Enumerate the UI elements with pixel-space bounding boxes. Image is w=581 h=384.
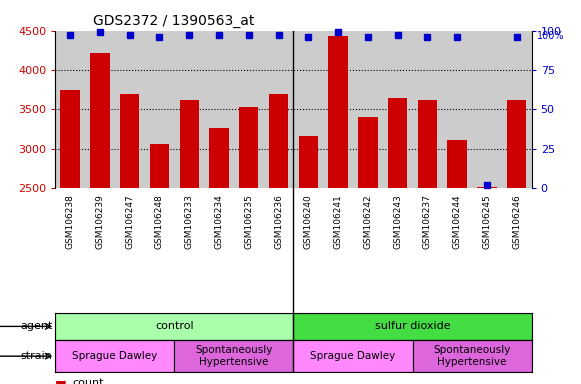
Bar [180,100,199,188]
Text: Spontaneously
Hypertensive: Spontaneously Hypertensive [433,345,511,367]
Bar [150,144,169,188]
Bar [507,100,526,188]
Bar [60,90,80,188]
Text: GSM106236: GSM106236 [274,194,283,249]
Text: GSM106241: GSM106241 [333,194,343,249]
Text: GSM106237: GSM106237 [423,194,432,249]
Bar [120,94,139,188]
Text: GSM106242: GSM106242 [363,194,372,249]
Text: 100%: 100% [537,31,565,41]
Text: Sprague Dawley: Sprague Dawley [310,351,396,361]
Text: control: control [155,321,193,331]
Bar [477,187,497,188]
Text: GSM106243: GSM106243 [393,194,402,249]
Text: agent: agent [20,321,52,331]
Text: GSM106240: GSM106240 [304,194,313,249]
Text: GSM106235: GSM106235 [244,194,253,249]
Bar [239,107,259,188]
Text: GSM106247: GSM106247 [125,194,134,249]
Text: count: count [73,378,104,384]
Bar [299,136,318,188]
Text: strain: strain [20,351,52,361]
Text: Sprague Dawley: Sprague Dawley [72,351,157,361]
Bar [90,53,110,188]
Bar [358,118,378,188]
Text: GSM106233: GSM106233 [185,194,193,249]
Bar [269,94,288,188]
Bar [209,127,229,188]
Text: GSM106245: GSM106245 [482,194,492,249]
Text: Spontaneously
Hypertensive: Spontaneously Hypertensive [195,345,272,367]
Bar [418,100,437,188]
Bar [293,340,413,372]
Text: GSM106248: GSM106248 [155,194,164,249]
Text: GSM106238: GSM106238 [66,194,74,249]
Bar [413,340,532,372]
Bar [55,313,293,340]
Bar [174,340,293,372]
Text: ■: ■ [55,378,67,384]
Bar [388,98,407,188]
Text: GSM106246: GSM106246 [512,194,521,249]
Text: GSM106239: GSM106239 [95,194,105,249]
Text: GSM106234: GSM106234 [214,194,224,249]
Bar [447,140,467,188]
Bar [55,340,174,372]
Bar [293,313,532,340]
Bar [328,36,348,188]
Text: GDS2372 / 1390563_at: GDS2372 / 1390563_at [94,14,254,28]
Text: GSM106244: GSM106244 [453,194,462,249]
Text: sulfur dioxide: sulfur dioxide [375,321,450,331]
